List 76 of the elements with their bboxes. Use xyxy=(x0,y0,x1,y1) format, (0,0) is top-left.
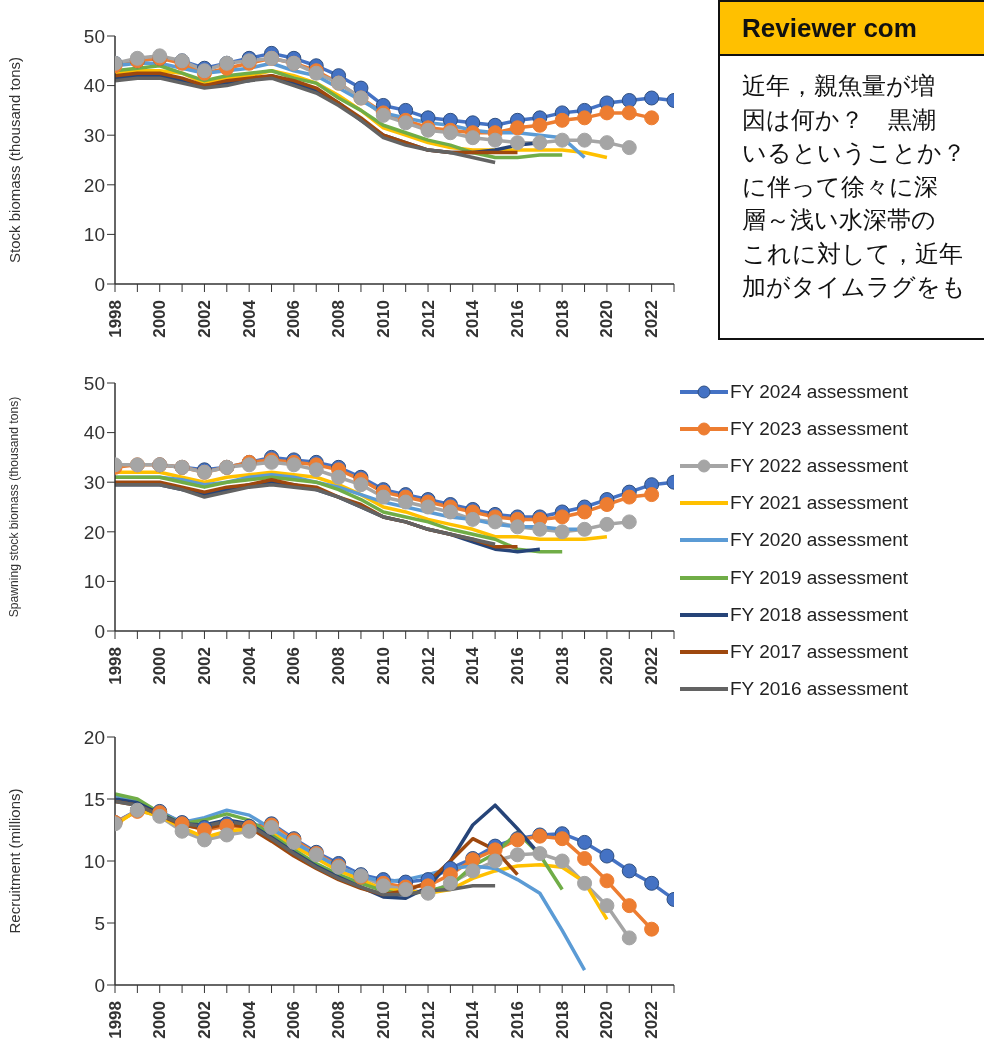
y-tick-label: 10 xyxy=(83,571,105,593)
y-tick-label: 0 xyxy=(94,620,105,642)
y-tick-label: 20 xyxy=(83,726,105,748)
x-tick-label: 2012 xyxy=(418,1001,438,1039)
legend-label: FY 2019 assessment xyxy=(730,566,909,589)
x-tick-label: 2014 xyxy=(463,1000,483,1039)
y-tick-label: 20 xyxy=(83,521,105,543)
y-tick-label: 0 xyxy=(94,974,105,996)
x-tick-label: 2012 xyxy=(418,647,438,685)
x-tick-label: 2020 xyxy=(597,1001,617,1039)
x-tick-label: 2016 xyxy=(507,300,527,338)
x-tick-label: 2020 xyxy=(597,647,617,685)
y-tick-label: 5 xyxy=(94,912,105,934)
x-tick-label: 2006 xyxy=(284,647,304,685)
x-tick-label: 2010 xyxy=(373,300,393,338)
y-tick-label: 0 xyxy=(94,273,105,295)
y-axis-title: Stock biomass (thousand tons) xyxy=(5,57,23,263)
y-tick-label: 10 xyxy=(83,850,105,872)
legend-label: FY 2023 assessment xyxy=(730,417,909,440)
x-tick-label: 1998 xyxy=(105,647,125,685)
x-tick-label: 1998 xyxy=(105,1001,125,1039)
x-tick-label: 2004 xyxy=(239,646,259,685)
y-tick-label: 30 xyxy=(83,124,105,146)
legend-label: FY 2018 assessment xyxy=(730,603,909,626)
x-tick-label: 2000 xyxy=(150,300,170,338)
text: これに対して，近年 xyxy=(742,238,964,270)
x-tick-label: 2020 xyxy=(597,300,617,338)
x-tick-label: 2004 xyxy=(239,299,259,338)
x-tick-label: 2022 xyxy=(642,300,662,338)
x-tick-label: 2010 xyxy=(373,1001,393,1039)
x-tick-label: 2002 xyxy=(194,1001,214,1039)
x-tick-label: 2000 xyxy=(150,1001,170,1039)
legend-label: FY 2016 assessment xyxy=(730,678,909,701)
x-tick-label: 2018 xyxy=(552,1001,572,1039)
y-tick-label: 15 xyxy=(83,788,105,810)
x-tick-label: 2006 xyxy=(284,1001,304,1039)
x-tick-label: 2014 xyxy=(463,646,483,685)
legend-label: FY 2021 assessment xyxy=(730,492,909,515)
x-tick-label: 2010 xyxy=(373,647,393,685)
x-tick-label: 2000 xyxy=(150,647,170,685)
x-tick-label: 2012 xyxy=(418,300,438,338)
y-tick-label: 40 xyxy=(83,75,105,97)
x-tick-label: 2014 xyxy=(463,299,483,338)
x-tick-label: 2002 xyxy=(194,647,214,685)
x-tick-label: 2004 xyxy=(239,1000,259,1039)
y-axis-title: Spawning stock biomass (thousand tons) xyxy=(7,396,21,618)
x-tick-label: 2008 xyxy=(329,300,349,338)
x-tick-label: 1998 xyxy=(105,300,125,338)
text: 加がタイムラグをも xyxy=(742,272,967,303)
y-tick-label: 20 xyxy=(83,174,105,196)
y-tick-label: 10 xyxy=(83,224,105,246)
text: いるということか？ xyxy=(742,138,967,169)
x-tick-label: 2022 xyxy=(642,1001,662,1039)
x-tick-label: 2008 xyxy=(329,1001,349,1039)
y-tick-label: 50 xyxy=(83,372,105,394)
y-tick-label: 30 xyxy=(83,471,105,493)
x-tick-label: 2002 xyxy=(194,300,214,338)
legend-label: FY 2020 assessment xyxy=(730,529,909,552)
text: Reviewer com xyxy=(720,2,984,56)
legend-label: FY 2022 assessment xyxy=(730,454,909,477)
legend-label: FY 2024 assessment xyxy=(730,380,909,403)
y-tick-label: 40 xyxy=(83,422,105,444)
x-tick-label: 2008 xyxy=(329,647,349,685)
x-tick-label: 2016 xyxy=(507,647,527,685)
x-tick-label: 2006 xyxy=(284,300,304,338)
x-tick-label: 2016 xyxy=(507,1001,527,1039)
y-tick-label: 50 xyxy=(83,25,105,47)
x-tick-label: 2018 xyxy=(552,300,572,338)
legend-label: FY 2017 assessment xyxy=(730,640,909,663)
text: 近年，親魚量が増 xyxy=(742,71,936,102)
x-tick-label: 2018 xyxy=(552,647,572,685)
y-axis-title: Recruitment (millions) xyxy=(5,788,23,934)
text: 層～浅い水深帯の xyxy=(742,205,937,236)
text: に伴って徐々に深 xyxy=(742,171,939,203)
text: 因は何か？ 黒潮 xyxy=(742,104,937,136)
x-tick-label: 2022 xyxy=(642,647,662,685)
